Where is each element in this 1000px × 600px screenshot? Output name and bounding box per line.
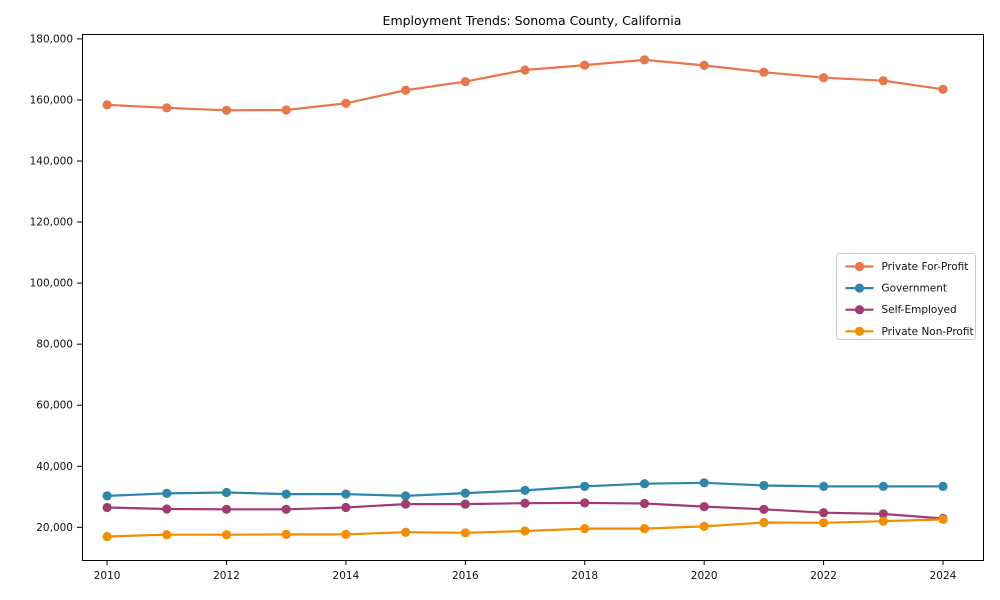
data-point-self-employed-2010 bbox=[102, 502, 112, 513]
data-point-government-2016 bbox=[460, 488, 470, 498]
legend-item-private-non-profit: Private Non-Profit bbox=[845, 326, 974, 338]
legend-label-self-employed: Self-Employed bbox=[882, 304, 957, 316]
data-point-private-for-profit-2013 bbox=[281, 105, 291, 115]
y-tick-label: 180,000 bbox=[30, 33, 73, 45]
data-point-private-non-profit-2015 bbox=[401, 527, 411, 537]
data-point-government-2011 bbox=[162, 488, 172, 498]
x-tick-label: 2018 bbox=[571, 570, 598, 582]
x-tick-label: 2022 bbox=[810, 570, 837, 582]
data-point-private-for-profit-2020 bbox=[699, 60, 709, 70]
y-tick-label: 60,000 bbox=[36, 400, 73, 412]
data-point-government-2010 bbox=[102, 491, 112, 501]
y-tick-label: 40,000 bbox=[36, 461, 73, 473]
data-point-private-non-profit-2019 bbox=[639, 524, 650, 534]
data-point-private-non-profit-2012 bbox=[221, 530, 232, 540]
x-tick-label: 2020 bbox=[691, 570, 718, 582]
data-point-government-2020 bbox=[699, 478, 709, 488]
legend-label-private-for-profit: Private For-Profit bbox=[882, 261, 969, 273]
data-point-private-for-profit-2021 bbox=[759, 67, 769, 77]
data-point-government-2012 bbox=[221, 487, 232, 498]
legend-item-self-employed: Self-Employed bbox=[845, 304, 957, 316]
legend-marker-private-non-profit bbox=[854, 326, 865, 336]
data-point-private-for-profit-2014 bbox=[341, 98, 351, 108]
data-point-government-2013 bbox=[281, 489, 291, 499]
data-point-government-2017 bbox=[520, 485, 530, 495]
data-point-private-non-profit-2018 bbox=[580, 524, 590, 534]
data-point-private-non-profit-2022 bbox=[819, 518, 829, 528]
plot-layer: 20,000 40,000 60,000 80,000 100,000 120,000 14… bbox=[30, 33, 984, 582]
y-tick-label: 20,000 bbox=[36, 522, 73, 534]
data-point-self-employed-2016 bbox=[460, 499, 470, 509]
data-point-self-employed-2012 bbox=[221, 504, 232, 514]
data-point-self-employed-2021 bbox=[759, 504, 769, 514]
data-point-private-for-profit-2011 bbox=[162, 103, 172, 113]
x-tick-label: 2014 bbox=[333, 570, 360, 582]
data-point-self-employed-2017 bbox=[520, 498, 530, 508]
x-tick-label: 2010 bbox=[94, 570, 121, 582]
legend-box bbox=[836, 253, 976, 340]
data-point-private-non-profit-2011 bbox=[162, 530, 172, 540]
data-point-self-employed-2023 bbox=[878, 509, 888, 519]
data-point-self-employed-2022 bbox=[819, 508, 829, 518]
data-point-private-non-profit-2023 bbox=[878, 516, 888, 526]
x-tick-label: 2016 bbox=[452, 570, 479, 582]
x-tick-label: 2012 bbox=[213, 570, 240, 582]
data-point-self-employed-2011 bbox=[162, 504, 172, 514]
legend-item-government: Government bbox=[845, 283, 947, 295]
data-point-private-for-profit-2024 bbox=[938, 84, 948, 94]
data-point-self-employed-2020 bbox=[699, 502, 709, 512]
data-point-private-for-profit-2022 bbox=[819, 73, 829, 83]
x-tick-label: 2024 bbox=[930, 570, 957, 582]
data-point-private-for-profit-2015 bbox=[401, 85, 411, 95]
data-point-private-non-profit-2021 bbox=[759, 517, 769, 528]
legend-label-private-non-profit: Private Non-Profit bbox=[882, 326, 974, 338]
chart-title: Employment Trends: Sonoma County, Califo… bbox=[383, 13, 682, 28]
y-tick-label: 100,000 bbox=[30, 278, 73, 290]
data-point-government-2022 bbox=[819, 481, 829, 491]
data-point-private-non-profit-2017 bbox=[520, 526, 530, 536]
data-point-private-for-profit-2012 bbox=[221, 105, 232, 115]
data-point-private-non-profit-2016 bbox=[460, 528, 470, 538]
legend-label-government: Government bbox=[882, 283, 947, 295]
data-point-self-employed-2013 bbox=[281, 504, 291, 514]
data-point-government-2019 bbox=[639, 479, 650, 489]
data-point-government-2023 bbox=[878, 481, 888, 491]
data-point-government-2015 bbox=[401, 491, 411, 501]
data-point-government-2024 bbox=[938, 481, 948, 491]
plot-border bbox=[82, 34, 984, 561]
y-tick-label: 120,000 bbox=[30, 217, 73, 229]
legend-marker-private-for-profit bbox=[854, 261, 865, 272]
data-point-self-employed-2019 bbox=[639, 498, 650, 509]
data-point-government-2018 bbox=[580, 481, 590, 491]
data-point-private-non-profit-2010 bbox=[102, 531, 112, 542]
data-point-private-for-profit-2016 bbox=[460, 77, 470, 87]
y-tick-label: 140,000 bbox=[30, 155, 73, 167]
data-point-self-employed-2014 bbox=[341, 502, 351, 513]
data-point-private-non-profit-2013 bbox=[281, 529, 291, 540]
legend-item-private-for-profit: Private For-Profit bbox=[845, 261, 969, 273]
data-point-private-for-profit-2010 bbox=[102, 100, 112, 110]
data-point-private-for-profit-2023 bbox=[878, 76, 888, 86]
data-point-private-for-profit-2018 bbox=[580, 60, 590, 70]
data-point-private-non-profit-2024 bbox=[938, 514, 948, 525]
y-tick-label: 80,000 bbox=[36, 339, 73, 351]
data-point-private-non-profit-2020 bbox=[699, 521, 709, 532]
data-point-private-for-profit-2017 bbox=[520, 65, 530, 75]
data-point-self-employed-2015 bbox=[401, 499, 411, 509]
data-point-self-employed-2018 bbox=[580, 498, 590, 508]
y-tick-label: 160,000 bbox=[30, 94, 73, 106]
data-point-private-non-profit-2014 bbox=[341, 529, 351, 540]
data-point-government-2014 bbox=[341, 489, 351, 499]
legend-marker-government bbox=[854, 283, 865, 293]
data-point-government-2021 bbox=[759, 480, 769, 491]
data-point-private-for-profit-2019 bbox=[639, 55, 650, 65]
legend-marker-self-employed bbox=[854, 305, 865, 315]
legend: Private For-Profit Government Self-Employe… bbox=[836, 253, 976, 340]
